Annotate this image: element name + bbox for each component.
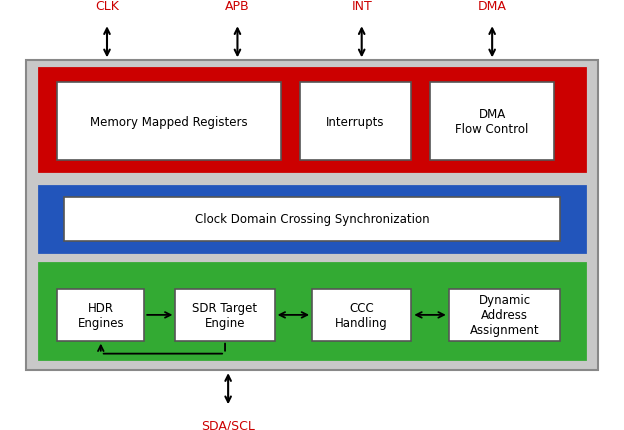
Text: DMA
Flow Control: DMA Flow Control <box>456 108 529 136</box>
FancyBboxPatch shape <box>430 83 554 160</box>
Text: APB: APB <box>225 0 250 13</box>
FancyBboxPatch shape <box>64 197 560 242</box>
Text: INT: INT <box>351 0 372 13</box>
FancyBboxPatch shape <box>312 289 411 341</box>
FancyBboxPatch shape <box>175 289 275 341</box>
Text: Memory Mapped Registers: Memory Mapped Registers <box>90 115 248 128</box>
FancyBboxPatch shape <box>26 61 598 370</box>
FancyBboxPatch shape <box>300 83 411 160</box>
Text: SDR Target
Engine: SDR Target Engine <box>192 301 258 329</box>
FancyBboxPatch shape <box>39 68 585 172</box>
Text: CLK: CLK <box>95 0 119 13</box>
FancyBboxPatch shape <box>57 289 144 341</box>
Text: Interrupts: Interrupts <box>326 115 385 128</box>
Text: Clock Domain Crossing Synchronization: Clock Domain Crossing Synchronization <box>195 213 429 226</box>
FancyBboxPatch shape <box>39 186 585 252</box>
FancyBboxPatch shape <box>449 289 560 341</box>
Text: CCC
Handling: CCC Handling <box>335 301 388 329</box>
Text: HDR
Engines: HDR Engines <box>77 301 124 329</box>
FancyBboxPatch shape <box>39 264 585 359</box>
Text: SDA/SCL: SDA/SCL <box>201 418 255 430</box>
FancyBboxPatch shape <box>57 83 281 160</box>
Text: Dynamic
Address
Assignment: Dynamic Address Assignment <box>470 294 539 337</box>
Text: DMA: DMA <box>478 0 507 13</box>
